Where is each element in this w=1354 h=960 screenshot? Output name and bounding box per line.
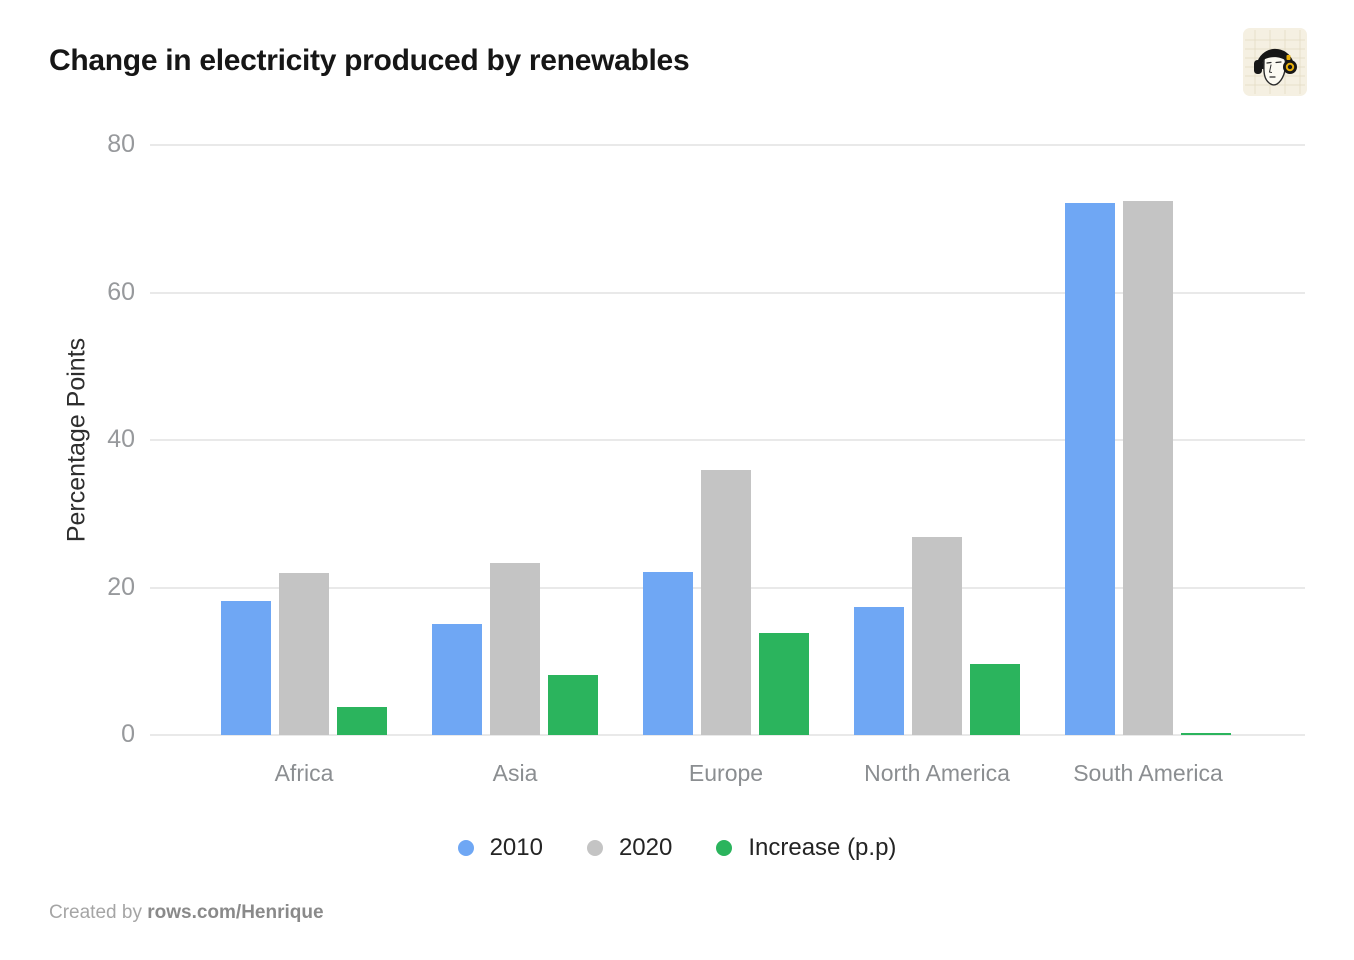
bar-group-europe [643,470,809,735]
bar-2010-north-america [854,607,904,735]
gridline-y-0 [150,734,1305,736]
y-tick-label-0: 0 [121,720,135,748]
gridline-y-80 [150,144,1305,146]
legend-label: 2010 [489,834,543,861]
bar-group-africa [221,573,387,735]
y-tick-label-20: 20 [107,572,135,601]
bar-increase-p-p-europe [759,633,809,735]
bar-increase-p-p-africa [337,707,387,735]
legend: 2010 2020 Increase (p.p) [0,834,1354,862]
x-category-label-asia: Asia [492,760,538,786]
rows-logo[interactable] [1243,28,1307,96]
x-category-label-south-america: South America [1073,760,1223,786]
legend-dot-icon [716,840,733,856]
footer-author-link[interactable]: rows.com/Henrique [147,902,324,923]
bar-2020-europe [701,470,751,735]
bar-group-asia [432,563,598,735]
legend-label: Increase (p.p) [748,834,897,861]
bar-group-north-america [854,537,1020,735]
bar-2010-south-america [1065,203,1115,735]
legend-item-increase-p-p: Increase (p.p) [716,834,896,862]
bar-2020-asia [490,563,540,735]
legend-label: 2020 [618,834,673,861]
bar-2010-africa [221,601,271,735]
bar-group-south-america [1065,201,1231,735]
footer-credit: Created by rows.com/Henrique [49,902,324,924]
y-tick-label-40: 40 [107,425,135,453]
x-category-label-north-america: North America [864,760,1010,786]
legend-item-2010: 2010 [457,834,543,862]
footer-prefix: Created by [49,902,148,923]
y-tick-label-80: 80 [107,130,135,158]
gridline-y-40 [150,439,1305,441]
bar-increase-p-p-north-america [970,664,1020,735]
gridline-y-60 [150,291,1305,294]
legend-dot-icon [457,840,474,856]
x-category-label-europe: Europe [688,760,764,786]
bar-2010-asia [432,624,482,735]
x-category-label-africa: Africa [274,760,334,786]
bar-2010-europe [643,572,693,735]
rows-avatar-icon [1243,28,1307,96]
bar-2020-north-america [912,537,962,735]
y-tick-label-60: 60 [107,277,135,306]
legend-item-2020: 2020 [586,834,673,862]
bar-2020-africa [279,573,329,735]
bar-increase-p-p-south-america [1181,733,1231,735]
chart-title: Change in electricity produced by renewa… [49,44,690,77]
bar-increase-p-p-asia [548,675,598,735]
legend-dot-icon [586,840,603,856]
bar-2020-south-america [1123,201,1173,735]
